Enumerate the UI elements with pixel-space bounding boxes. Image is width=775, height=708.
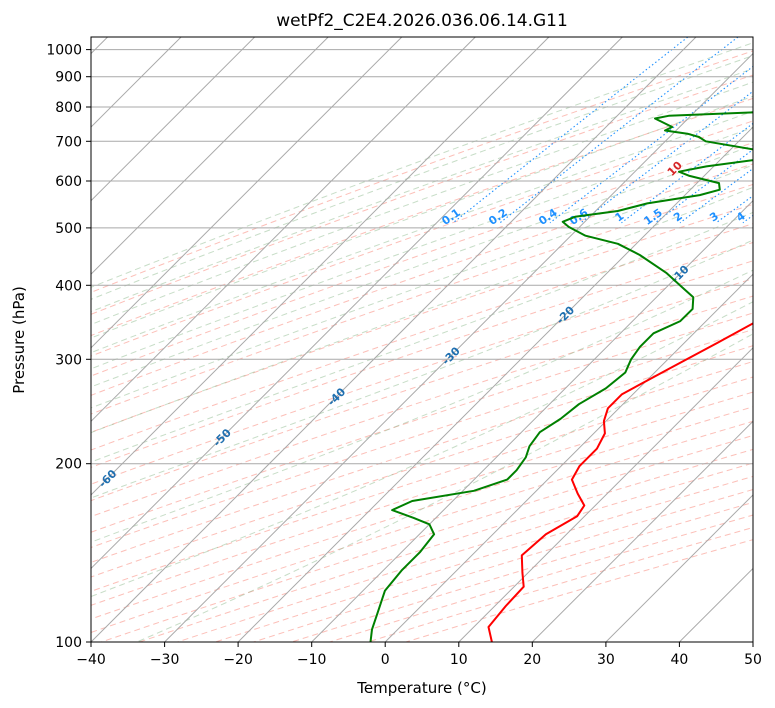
moist-adiabat-line (91, 186, 753, 434)
skewed-isotherms (91, 37, 753, 642)
moist-adiabat-line (91, 81, 753, 326)
isotherm-gridline (458, 347, 753, 642)
isotherm-gridline (91, 37, 550, 496)
chart-title: wetPf2_C2E4.2026.036.06.14.G11 (276, 11, 568, 31)
moist-adiabat-line (91, 68, 753, 313)
x-axis-label: Temperature (°C) (356, 679, 486, 697)
dry-adiabat-line (91, 278, 753, 502)
isotherm-gridline (384, 273, 753, 642)
dewpoint-profile-line (369, 111, 753, 642)
x-tick-label: 0 (381, 652, 390, 668)
dry-adiabat-line (91, 183, 753, 415)
moist-adiabat-line (91, 110, 753, 354)
plot-frame (90, 36, 754, 643)
dry-adiabat-line (91, 163, 753, 396)
moist-adiabat-line (91, 126, 753, 370)
moist-adiabat-line (91, 211, 753, 463)
y-axis-label: Pressure (hPa) (10, 286, 28, 394)
isotherm-gridline (605, 494, 753, 642)
dry-adiabat-line (91, 74, 753, 315)
x-tick-label: −10 (297, 652, 327, 668)
x-tick-label: 40 (670, 652, 688, 668)
y-tick-label: 500 (55, 221, 82, 237)
isotherm-gridline (91, 37, 623, 570)
isotherm-gridline (237, 126, 753, 642)
isotherm-gridline (91, 37, 329, 275)
x-axis-ticks: −40 −30 −20 −10 0 10 20 30 40 50 (76, 642, 762, 668)
moist-adiabat-line (91, 95, 753, 339)
x-tick-label: 10 (450, 652, 468, 668)
isotherm-gridline (91, 37, 697, 642)
moist-adiabat-line (136, 333, 753, 642)
y-tick-label: 300 (55, 352, 82, 368)
isotherm-gridline (531, 420, 753, 642)
isotherm-gridline (91, 37, 403, 349)
plot-area: 0.10.20.40.611.52346810131620253036-100-… (91, 37, 753, 642)
y-tick-label: 100 (55, 635, 82, 651)
moist-adiabat-line (91, 164, 753, 409)
x-tick-label: −30 (150, 652, 180, 668)
y-tick-label: 200 (55, 457, 82, 473)
isotherm-gridline (91, 37, 476, 423)
dry-adiabat-line (91, 50, 753, 293)
moist-adiabat-line (91, 55, 753, 300)
y-tick-label: 600 (55, 174, 82, 190)
x-tick-label: −20 (223, 652, 253, 668)
dry-adiabat-line (91, 97, 753, 337)
mixing-ratio-line (499, 37, 739, 224)
x-tick-label: 20 (523, 652, 541, 668)
y-axis-ticks: 1000 900 800 700 600 500 400 300 200 100 (46, 43, 91, 651)
moist-adiabat-line (91, 144, 753, 388)
temperature-profile-line (487, 322, 753, 642)
x-tick-label: 50 (744, 652, 762, 668)
dry-adiabat-line (91, 223, 753, 451)
moist-adiabats (91, 42, 753, 642)
x-tick-label: 30 (597, 652, 615, 668)
isotherm-gridline (91, 37, 256, 202)
y-tick-label: 700 (55, 134, 82, 150)
y-tick-label: 1000 (46, 43, 82, 59)
isotherm-gridline (311, 199, 753, 642)
pressure-gridlines (91, 49, 753, 642)
y-tick-label: 800 (55, 100, 82, 116)
dry-adiabat-line (91, 142, 753, 377)
y-tick-label: 400 (55, 278, 82, 294)
y-tick-label: 900 (55, 70, 82, 86)
isotherm-gridline (164, 52, 753, 642)
x-tick-label: −40 (76, 652, 106, 668)
dry-adiabat-line (91, 376, 753, 592)
dry-adiabat-line (91, 360, 753, 578)
dry-adiabat-line (91, 329, 753, 549)
sounding-series (369, 111, 753, 642)
dry-adiabat-line (91, 312, 753, 533)
